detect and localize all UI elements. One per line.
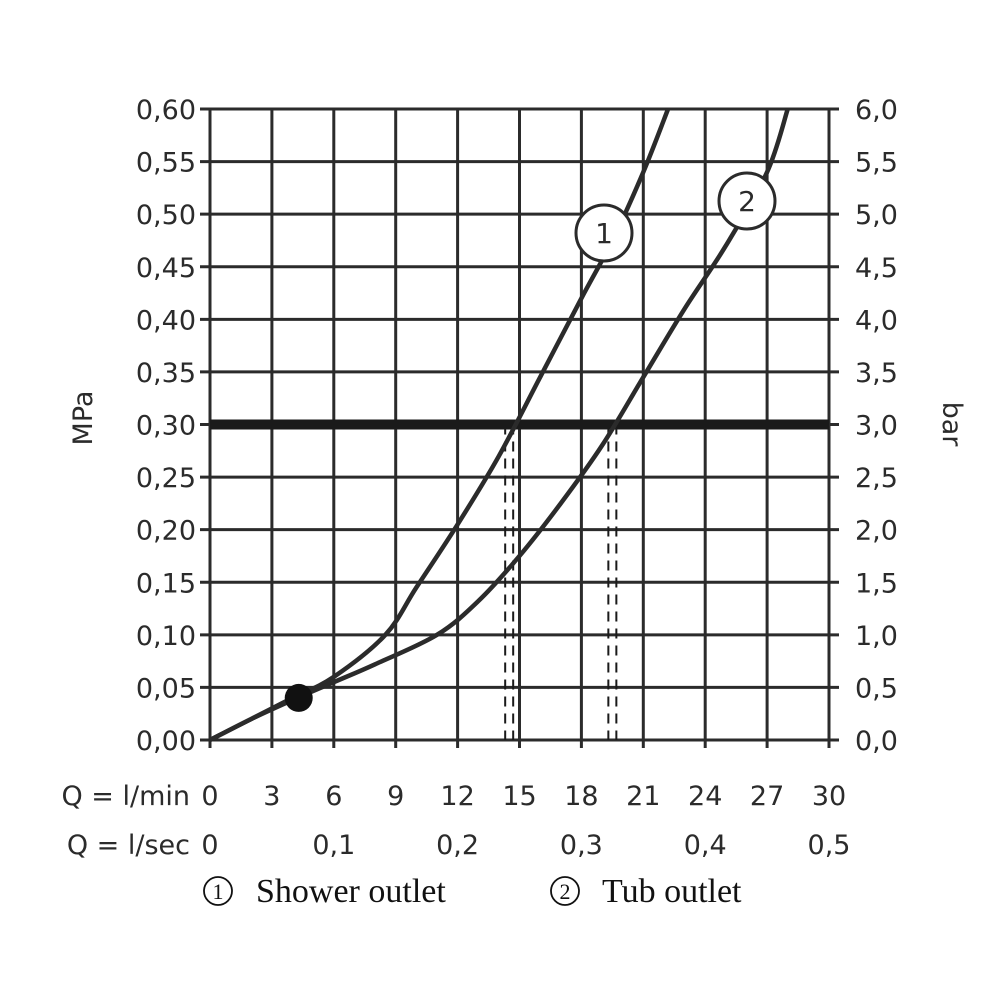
legend-item-shower: 1 Shower outlet [203,873,446,910]
y-right-tick-label: 5,5 [855,148,898,179]
y-left-tick-label: 0,60 [136,95,196,126]
y-right-tick-label: 4,0 [855,305,898,336]
y-left-tick-label: 0,10 [136,621,196,652]
y-left-tick-label: 0,40 [136,305,196,336]
legend-item-tub-number: 2 [560,879,571,904]
x-lmin-tick-label: 30 [812,781,846,812]
x-lmin-tick-label: 3 [263,781,280,812]
x-axis-lmin-title: Q = l/min [61,781,190,812]
x-lsec-tick-label: 0 [201,830,218,861]
y-axis-right-title: bar [936,402,967,448]
legend: 1 Shower outlet 2 Tub outlet [203,873,742,910]
y-right-tick-label: 3,5 [855,358,898,389]
x-lsec-tick-label: 0,5 [808,830,851,861]
y-right-tick-label: 0,5 [855,673,898,704]
series-label-2: 2 [738,185,756,218]
x-lsec-tick-label: 0,3 [560,830,603,861]
y-right-tick-label: 2,5 [855,463,898,494]
legend-item-shower-number: 1 [213,879,224,904]
y-left-tick-label: 0,50 [136,200,196,231]
y-left-tick-label: 0,30 [136,411,196,442]
y-left-tick-label: 0,05 [136,673,196,704]
y-left-tick-label: 0,55 [136,148,196,179]
y-left-tick-label: 0,45 [136,253,196,284]
x-lmin-tick-label: 15 [502,781,536,812]
x-lmin-tick-label: 21 [626,781,660,812]
marker-point [284,683,313,712]
y-left-tick-label: 0,20 [136,516,196,547]
x-lmin-tick-label: 9 [387,781,404,812]
x-lmin-tick-label: 27 [750,781,784,812]
y-right-tick-label: 1,0 [855,621,898,652]
y-right-tick-label: 2,0 [855,516,898,547]
x-lmin-tick-label: 24 [688,781,722,812]
y-right-tick-label: 5,0 [855,200,898,231]
y-axis-right-ticks: 0,0 0,5 1,0 1,5 2,0 2,5 3,0 3,5 4,0 4,5 5,0 5,5 6,0 [855,95,898,757]
x-lsec-tick-label: 0,1 [312,830,355,861]
x-axis-lmin-ticks: 0 3 6 9 12 15 18 21 24 27 30 [201,781,846,812]
x-lsec-tick-label: 0,2 [436,830,479,861]
y-right-tick-label: 1,5 [855,568,898,599]
series-label-circle-1 [574,203,634,263]
chart-curves: 12 [208,108,790,743]
x-lmin-tick-label: 6 [325,781,342,812]
legend-item-shower-label: Shower outlet [256,873,446,910]
y-left-tick-label: 0,25 [136,463,196,494]
y-left-tick-label: 0,00 [136,726,196,757]
series-label-1: 1 [595,217,613,250]
y-right-tick-label: 6,0 [855,95,898,126]
y-axis-left-ticks: 0,00 0,05 0,10 0,15 0,20 0,25 0,30 0,35 0,40 0,45… [136,95,196,757]
y-right-tick-label: 4,5 [855,253,898,284]
series-line-2 [208,108,790,743]
legend-item-tub-label: Tub outlet [602,873,742,910]
y-right-tick-label: 3,0 [855,411,898,442]
x-axis-lsec-title: Q = l/sec [67,830,190,861]
y-axis-left-title: MPa [68,391,99,446]
x-axis-lsec-ticks: 0 0,1 0,2 0,3 0,4 0,5 [201,830,850,861]
x-lmin-tick-label: 18 [564,781,598,812]
legend-item-tub: 2 Tub outlet [550,873,742,910]
y-left-tick-label: 0,35 [136,358,196,389]
reference-lines [210,419,829,740]
series-label-circle-2 [717,171,777,231]
x-lmin-tick-label: 12 [440,781,474,812]
y-right-tick-label: 0,0 [855,726,898,757]
x-lsec-tick-label: 0,4 [684,830,727,861]
y-left-tick-label: 0,15 [136,568,196,599]
x-lmin-tick-label: 0 [201,781,218,812]
